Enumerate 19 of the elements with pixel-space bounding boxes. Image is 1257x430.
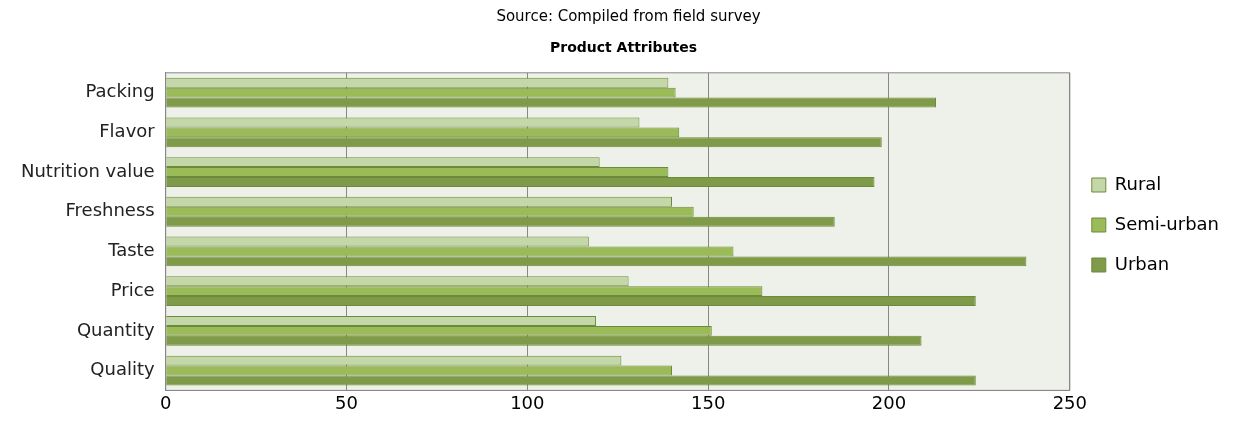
legend-label: Urban [1114,252,1170,274]
y-tick-label: Freshness [65,199,155,221]
x-tick-label: 0 [159,391,172,413]
source-note: Source: Compiled from field survey [496,7,761,26]
chart-title: Product Attributes [549,39,698,56]
legend-label: Semi-urban [1114,212,1219,234]
y-tick-label: Nutrition value [21,159,155,181]
x-tick-label: 200 [871,391,907,413]
y-tick-label: Flavor [99,120,156,142]
x-tick-label: 50 [335,391,358,413]
y-tick-label: Quantity [76,318,156,340]
x-tick-label: 250 [1052,391,1087,413]
y-tick-label: Price [110,278,155,300]
legend-label: Rural [1114,172,1162,194]
y-tick-label: Packing [85,80,155,102]
x-tick-label: 150 [690,391,726,413]
y-tick-label: Quality [90,358,156,380]
x-tick-label: 100 [510,391,545,413]
y-tick-label: Taste [107,239,155,261]
